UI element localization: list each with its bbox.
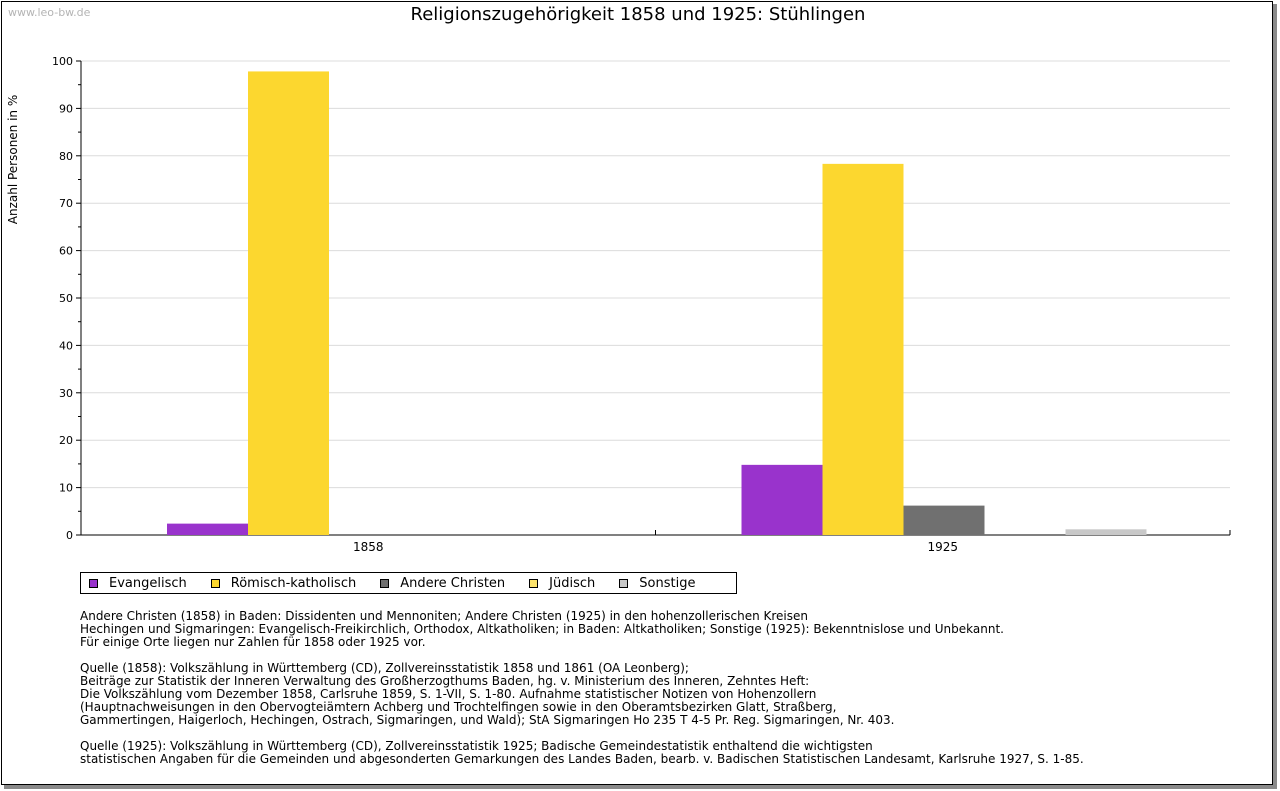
legend-label: Römisch-katholisch [230,575,357,591]
legend-label: Jüdisch [549,575,596,591]
bar-1925-evangelisch [741,464,823,535]
note-source-1925: Quelle (1925): Volkszählung in Württembe… [80,739,1084,766]
chart-legend: Evangelisch Römisch-katholisch Andere Chri… [80,572,737,594]
bar-1925-sonstige [1065,529,1147,535]
y-tick-label-90: 90 [59,102,73,115]
legend-item-sonstige: Sonstige [619,576,695,591]
legend-label: Andere Christen [400,575,506,591]
y-tick-label-50: 50 [59,292,73,305]
y-tick-label-80: 80 [59,150,73,163]
bar-1858-evangelisch [167,523,248,535]
y-tick-label-0: 0 [66,529,73,542]
y-tick-label-10: 10 [59,482,73,495]
legend-item-r-misch-katholisch: Römisch-katholisch [210,575,357,591]
bar-chart: 0 10 20 30 40 50 60 70 80 90 100 Anzahl Personen in… [6,55,1231,554]
frame-shadow-bottom [4,785,1277,789]
watermark: www.leo-bw.de [8,6,91,19]
bar-1925-andere-christen [903,505,985,535]
legend-item-andere-christen: Andere Christen [380,576,505,591]
legend-swatch [529,578,539,588]
legend-swatch [380,578,390,588]
y-tick-label-100: 100 [52,55,73,68]
y-tick-label-40: 40 [59,339,73,352]
legend-swatch [89,578,98,588]
legend-swatch [210,578,220,588]
bar-1858-r-misch-katholisch [248,71,329,535]
y-tick-label-30: 30 [59,387,73,400]
legend-label: Sonstige [639,575,696,591]
legend-item-evangelisch: Evangelisch [89,576,187,591]
bar-1925-r-misch-katholisch [822,163,904,535]
y-tick-label-70: 70 [59,197,73,210]
y-axis-label: Anzahl Personen in % [6,95,20,225]
frame-shadow-right [1273,4,1277,788]
chart-notes: Andere Christen (1858) in Baden: Disside… [80,610,1260,779]
x-tick-label-1858: 1858 [353,540,384,554]
legend-label: Evangelisch [109,575,187,591]
x-tick-label-1925: 1925 [927,540,958,554]
note-source-1858: Quelle (1858): Volkszählung in Württembe… [80,661,895,727]
legend-item-j-disch: Jüdisch [529,576,595,591]
note-definitions: Andere Christen (1858) in Baden: Disside… [80,609,1004,649]
y-tick-label-60: 60 [59,245,73,258]
legend-swatch [619,578,629,588]
y-tick-label-20: 20 [59,434,73,447]
chart-title: Religionszugehörigkeit 1858 und 1925: St… [410,4,866,25]
